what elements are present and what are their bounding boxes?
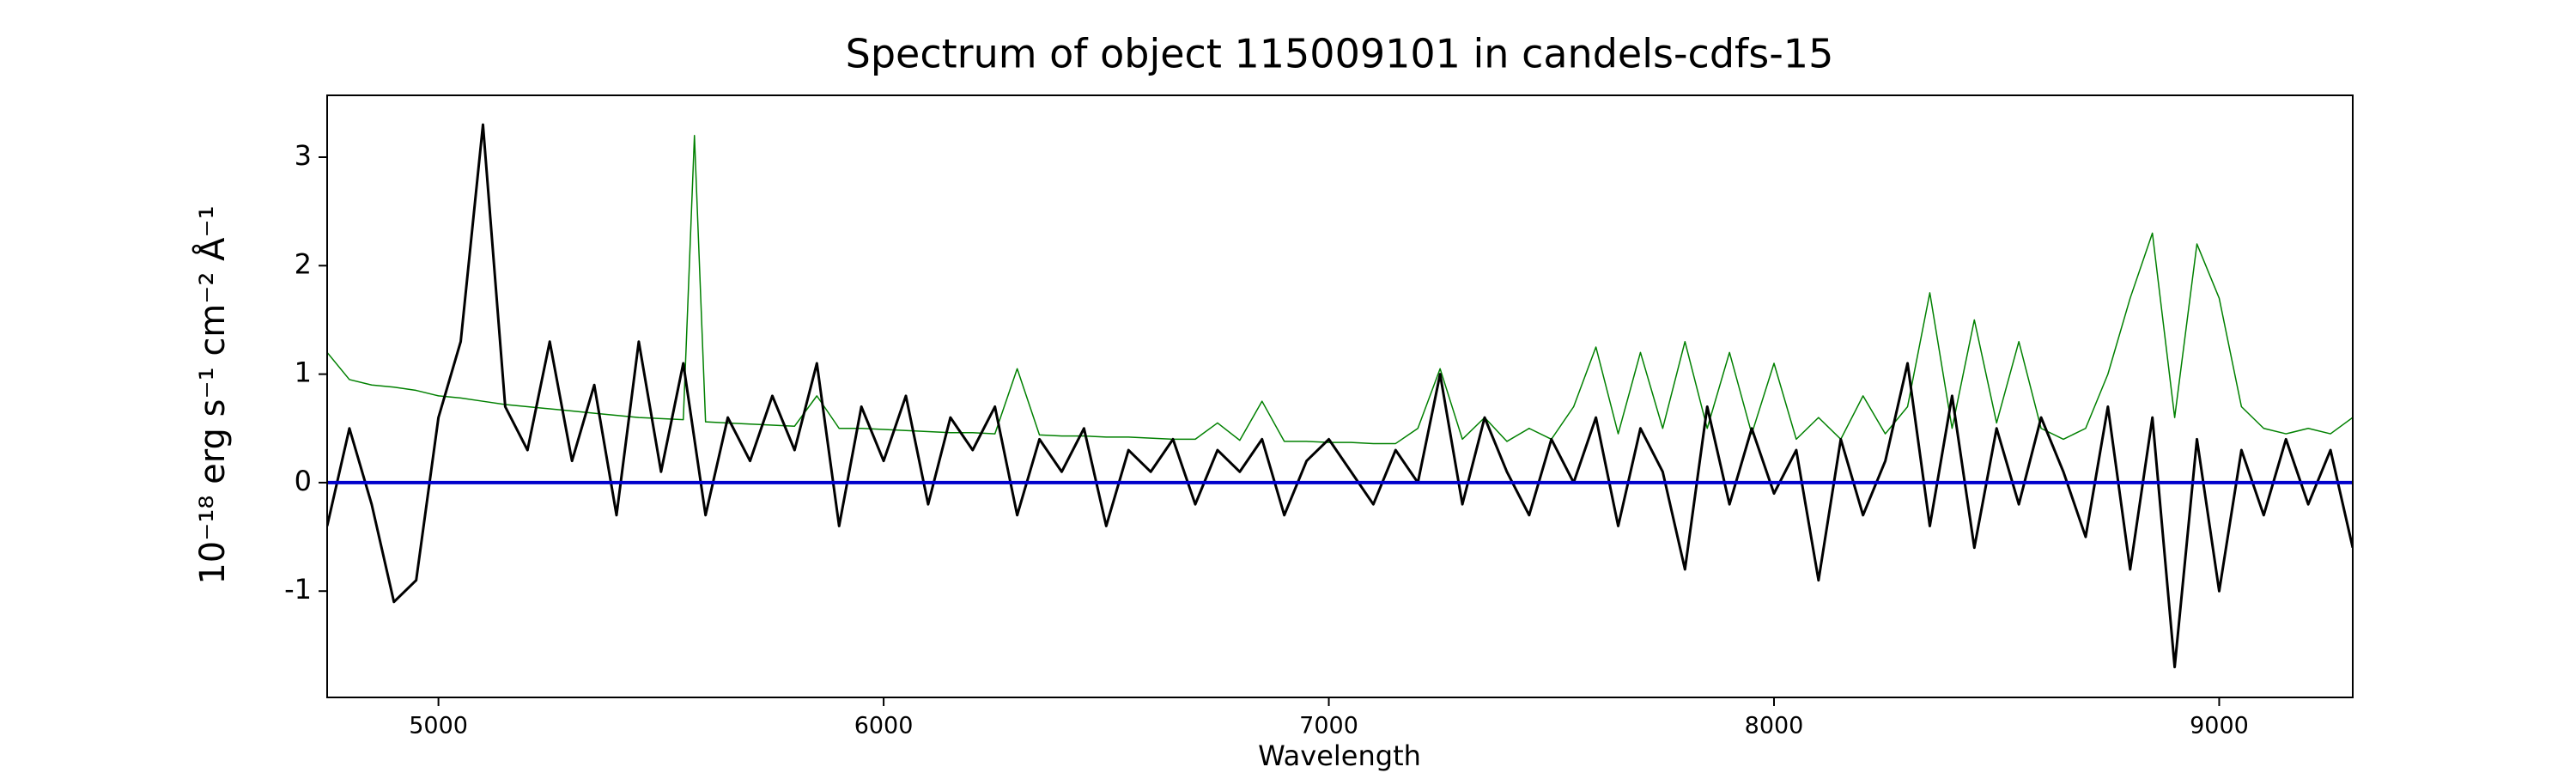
chart-title: Spectrum of object 115009101 in candels-… <box>846 31 1834 77</box>
spectrum-line <box>327 123 2353 669</box>
y-tick-label: -1 <box>284 573 312 606</box>
x-tick-label: 6000 <box>854 713 914 740</box>
spectrum-line <box>327 134 2353 445</box>
x-axis-label: Wavelength <box>1258 740 1421 772</box>
x-tick-label: 7000 <box>1299 713 1358 740</box>
y-tick-label: 2 <box>295 247 312 280</box>
y-tick-label: 0 <box>295 465 312 497</box>
plot-frame <box>326 94 2354 698</box>
y-axis-label: 10⁻¹⁸ erg s⁻¹ cm⁻² Å⁻¹ <box>191 205 233 584</box>
y-tick-label: 1 <box>295 356 312 389</box>
x-tick-label: 5000 <box>409 713 468 740</box>
plot-lines <box>327 123 2353 669</box>
x-tick-label: 8000 <box>1745 713 1804 740</box>
x-tick-label: 9000 <box>2190 713 2249 740</box>
y-tick-label: 3 <box>295 139 312 172</box>
